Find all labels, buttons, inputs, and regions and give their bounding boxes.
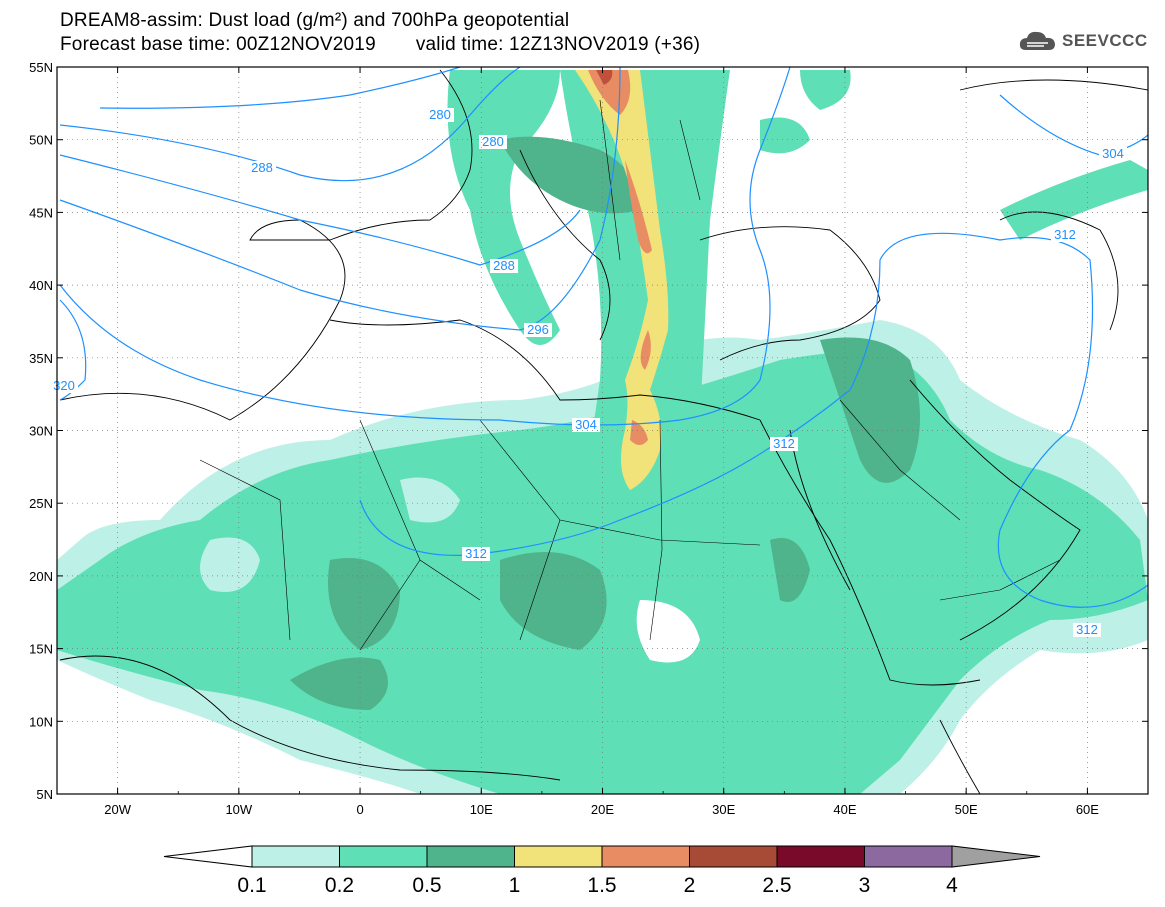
colorbar-swatch	[251, 845, 340, 868]
contour-label-bg	[479, 135, 507, 149]
contour-label: 320	[53, 378, 75, 393]
contour-label-bg	[572, 418, 600, 432]
colorbar-label: 1	[509, 874, 521, 897]
lon-tick-label: 40E	[833, 802, 856, 817]
colorbar-label: 4	[946, 874, 958, 897]
colorbar-swatch	[601, 845, 690, 868]
lon-tick-label: 10E	[470, 802, 493, 817]
contour-label-bg	[248, 161, 276, 175]
contour-label: 312	[773, 436, 795, 451]
seevccc-logo: SEEVCCC	[1018, 26, 1148, 56]
geopotential-contours	[59, 67, 1148, 608]
axis-ticks: 55N 50N 45N 40N 35N 30N 25N 20N 15N 10N 5N 20W 10W 0 1…	[29, 60, 1149, 817]
lat-tick-label: 10N	[29, 714, 53, 729]
colorbar-swatch	[339, 845, 428, 868]
lon-tick-label: 60E	[1076, 802, 1099, 817]
lat-tick-label: 45N	[29, 205, 53, 220]
lat-tick-label: 55N	[29, 60, 53, 75]
colorbar-label: 2.5	[762, 874, 791, 897]
contour-label: 288	[493, 258, 515, 273]
logo-text: SEEVCCC	[1062, 31, 1148, 50]
contour-label-bg	[1073, 623, 1101, 637]
lat-tick-label: 15N	[29, 642, 53, 657]
contour-label-bg	[426, 108, 454, 122]
colorbar-swatch	[776, 845, 865, 868]
contour-label: 280	[482, 134, 504, 149]
colorbar-label: 2	[684, 874, 696, 897]
contour-label-bg	[1099, 147, 1127, 161]
lat-tick-label: 30N	[29, 424, 53, 439]
colorbar: 0.1 0.2 0.5 1 1.5 2 2.5 3 4	[163, 845, 1041, 897]
contour-label: 304	[1102, 146, 1124, 161]
contour-label-bg	[524, 323, 552, 337]
colorbar-label: 1.5	[587, 874, 616, 897]
lat-tick-label: 35N	[29, 351, 53, 366]
colorbar-label: 3	[859, 874, 871, 897]
colorbar-over-triangle	[951, 845, 1041, 868]
colorbar-swatch	[426, 845, 515, 868]
contour-label-bg	[770, 437, 798, 451]
lon-tick-label: 30E	[712, 802, 735, 817]
contour-label: 312	[1076, 622, 1098, 637]
contour-label: 280	[429, 107, 451, 122]
colorbar-under-triangle	[163, 845, 253, 868]
lon-tick-label: 0	[356, 802, 363, 817]
contour-label-bg	[462, 547, 490, 561]
colorbar-swatch	[514, 845, 603, 868]
coastlines	[59, 69, 1148, 794]
contour-label: 288	[251, 160, 273, 175]
colorbar-label: 0.1	[237, 874, 266, 897]
lat-lon-grid	[57, 67, 1148, 794]
contour-label: 312	[465, 546, 487, 561]
colorbar-swatch	[864, 845, 953, 868]
contour-label-bg	[1051, 228, 1079, 242]
lon-tick-label: 50E	[955, 802, 978, 817]
colorbar-label: 0.5	[412, 874, 441, 897]
lat-tick-label: 40N	[29, 278, 53, 293]
base-time: Forecast base time: 00Z12NOV2019	[60, 34, 376, 55]
lat-tick-label: 5N	[36, 787, 53, 802]
contour-label: 312	[1054, 227, 1076, 242]
colorbar-swatch	[689, 845, 778, 868]
valid-time: valid time: 12Z13NOV2019 (+36)	[415, 34, 701, 55]
map-title: DREAM8-assim: Dust load (g/m²) and 700hP…	[60, 10, 570, 31]
contour-label: 304	[575, 417, 597, 432]
map-subtitle: Forecast base time: 00Z12NOV2019 valid ti…	[60, 34, 700, 56]
lon-tick-label: 20E	[591, 802, 614, 817]
lat-tick-label: 50N	[29, 133, 53, 148]
country-borders	[199, 99, 1061, 651]
contour-label: 296	[527, 322, 549, 337]
lat-tick-label: 20N	[29, 569, 53, 584]
lon-tick-label: 20W	[104, 802, 131, 817]
cloud-logo-icon	[1019, 31, 1055, 50]
colorbar-label: 0.2	[325, 874, 354, 897]
lat-tick-label: 25N	[29, 496, 53, 511]
contour-label-bg	[490, 259, 518, 273]
lon-tick-label: 10W	[225, 802, 252, 817]
